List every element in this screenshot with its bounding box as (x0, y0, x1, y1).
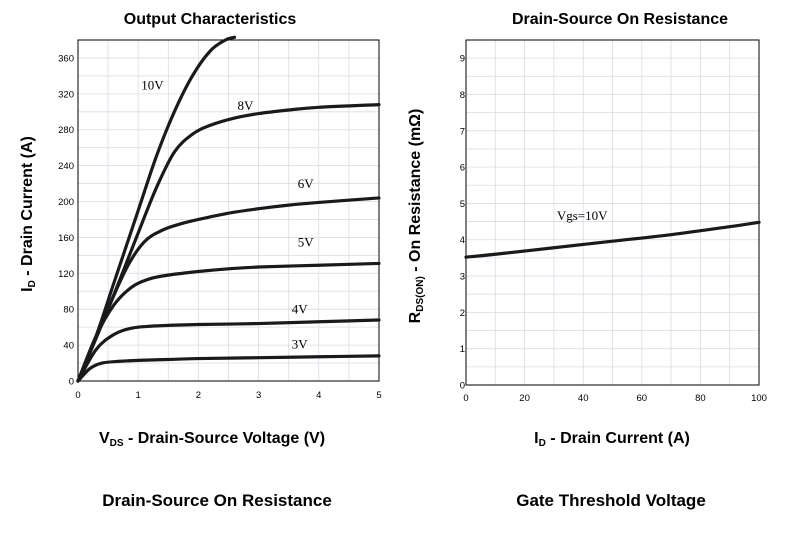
x-tick-label: 1 (136, 390, 141, 401)
series-label: 5V (298, 234, 315, 249)
chart-title: Drain-Source On Resistance (512, 11, 728, 28)
y-tick-label: 200 (58, 197, 74, 208)
series-line (76, 354, 381, 383)
y-tick-label: 0 (460, 381, 465, 392)
next-chart-title-left: Drain-Source On Resistance (102, 491, 332, 510)
series-line (76, 103, 381, 383)
y-tick-label: 1 (460, 344, 465, 355)
y-tick-label: 120 (58, 269, 74, 280)
series-line (76, 196, 381, 383)
on-resistance-chart: Drain-Source On Resistance 0 20 40 60 80 100 0… (407, 11, 767, 449)
series-label: 6V (298, 176, 315, 191)
series-label: 8V (238, 98, 255, 113)
series-label: 3V (292, 337, 309, 352)
y-tick-label: 0 (69, 377, 74, 388)
x-tick-label: 2 (196, 390, 201, 401)
series-label: 4V (292, 302, 309, 317)
y-axis-label: ID - Drain Current (A) (19, 136, 38, 292)
x-axis-label: VDS - Drain-Source Voltage (V) (99, 430, 325, 449)
x-tick-label: 4 (316, 390, 321, 401)
y-tick-label: 5 (460, 199, 465, 210)
y-axis-label: RDS(ON) - On Resistance (mΩ) (407, 109, 426, 324)
series-label: 10V (141, 77, 164, 92)
y-tick-label: 160 (58, 233, 74, 244)
x-tick-label: 0 (75, 390, 80, 401)
x-tick-label: 5 (376, 390, 381, 401)
y-tick-label: 2 (460, 308, 465, 319)
series-line (76, 35, 237, 383)
x-tick-label: 100 (751, 393, 767, 404)
x-tick-label: 3 (256, 390, 261, 401)
y-tick-label: 360 (58, 53, 74, 64)
series-line (76, 261, 381, 383)
plot-frame (465, 39, 760, 386)
y-tick-label: 9 (460, 54, 465, 65)
y-tick-label: 7 (460, 126, 465, 137)
series-label: Vgs=10V (557, 208, 608, 223)
y-tick-label: 320 (58, 89, 74, 100)
chart-title: Output Characteristics (124, 11, 297, 28)
next-chart-title-right: Gate Threshold Voltage (516, 491, 706, 510)
y-tick-label: 3 (460, 272, 465, 283)
y-tick-label: 280 (58, 125, 74, 136)
output-characteristics-chart: Output Characteristics 0 1 2 3 4 5 0 40 80 120 160… (19, 11, 382, 449)
x-tick-label: 40 (578, 393, 589, 404)
y-tick-label: 240 (58, 161, 74, 172)
y-tick-label: 6 (460, 163, 465, 174)
x-tick-label: 80 (695, 393, 706, 404)
x-tick-label: 60 (637, 393, 648, 404)
series-line (76, 318, 381, 383)
y-tick-label: 80 (63, 305, 74, 316)
y-tick-label: 8 (460, 90, 465, 101)
x-tick-label: 20 (519, 393, 530, 404)
x-axis-label: ID - Drain Current (A) (534, 430, 690, 449)
y-tick-label: 40 (63, 341, 74, 352)
series-line (464, 220, 761, 259)
y-tick-label: 4 (460, 235, 465, 246)
x-tick-label: 0 (463, 393, 468, 404)
